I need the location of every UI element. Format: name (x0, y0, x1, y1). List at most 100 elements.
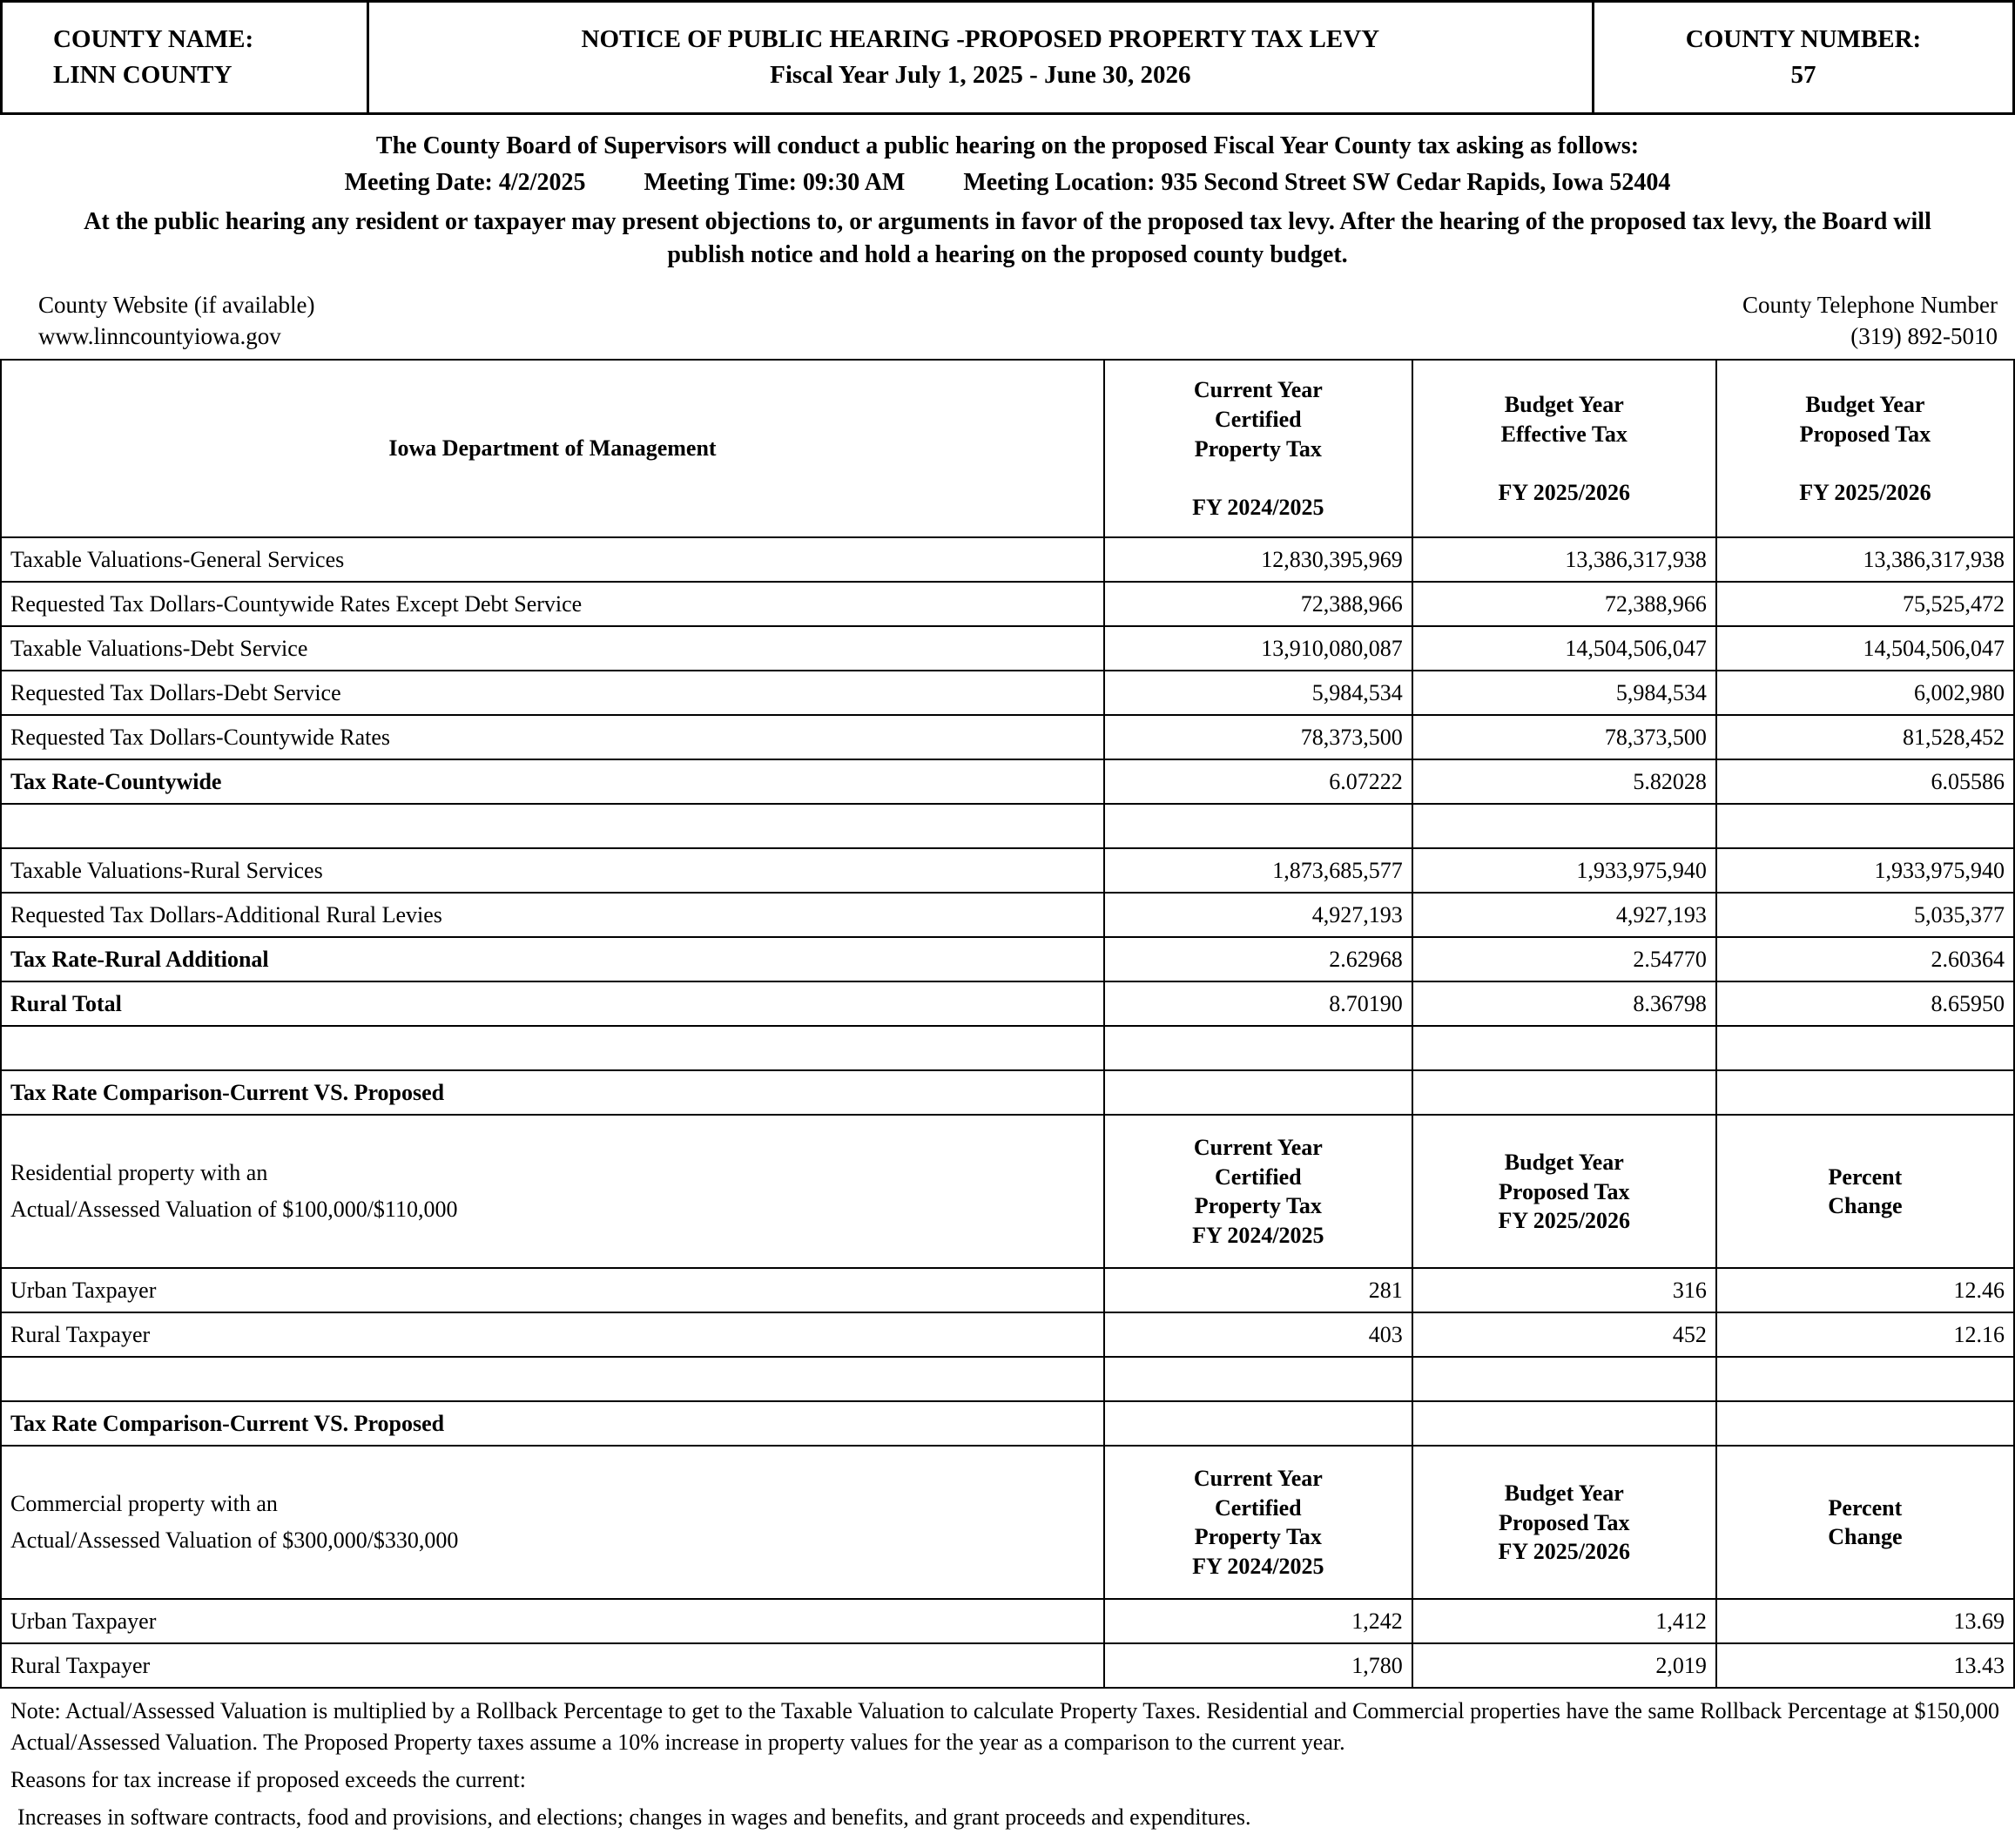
residential-subject: Residential property with an Actual/Asse… (0, 1114, 1105, 1270)
document-subtitle: Fiscal Year July 1, 2025 - June 30, 2026 (770, 61, 1191, 89)
commercial-subheader-row: Commercial property with an Actual/Asses… (0, 1445, 2015, 1601)
table-row: Taxable Valuations-General Services 12,8… (0, 536, 2015, 583)
current-year-value: 8.70190 (1102, 981, 1413, 1028)
table-row: Requested Tax Dollars-Additional Rural L… (0, 892, 2015, 939)
current-year-header: Current Year Certified Property Tax FY 2… (1102, 1445, 1413, 1601)
commercial-subject: Commercial property with an Actual/Asses… (0, 1445, 1105, 1601)
empty-cell (1715, 803, 2015, 850)
table-row: Taxable Valuations-Rural Services 1,873,… (0, 847, 2015, 894)
effective-tax-value: 8.36798 (1411, 981, 1717, 1028)
empty-cell (0, 1356, 1105, 1403)
current-year-value: 5,984,534 (1102, 670, 1413, 717)
empty-cell (1411, 803, 1717, 850)
row-label: Taxable Valuations-Rural Services (0, 847, 1105, 894)
empty-cell (1715, 1400, 2015, 1447)
row-label: Tax Rate-Countywide (0, 759, 1105, 806)
proposed-tax-value: 75,525,472 (1715, 581, 2015, 628)
county-number-label: COUNTY NUMBER: (1685, 25, 1922, 54)
effective-tax-value: 4,927,193 (1411, 892, 1717, 939)
table-row: Rural Total 8.70190 8.36798 8.65950 (0, 981, 2015, 1028)
county-name-cell: COUNTY NAME: LINN COUNTY (0, 0, 369, 115)
current-year-value: 281 (1102, 1267, 1413, 1314)
proposed-tax-value: 452 (1411, 1312, 1717, 1359)
spacer-row (0, 1356, 2015, 1403)
table-row: Urban Taxpayer 1,242 1,412 13.69 (0, 1598, 2015, 1645)
hearing-notice: The County Board of Supervisors will con… (0, 115, 2015, 275)
row-label: Taxable Valuations-General Services (0, 536, 1105, 583)
percent-change-header: Percent Change (1715, 1445, 2015, 1601)
empty-cell (1411, 1069, 1717, 1116)
row-label: Urban Taxpayer (0, 1267, 1105, 1314)
empty-cell (1102, 1025, 1413, 1072)
county-number-value: 57 (1790, 61, 1816, 89)
levy-table-header-row: Iowa Department of Management Current Ye… (0, 359, 2015, 539)
document-header-row: COUNTY NAME: LINN COUNTY NOTICE OF PUBLI… (0, 0, 2015, 115)
row-label: Taxable Valuations-Debt Service (0, 625, 1105, 672)
current-year-value: 12,830,395,969 (1102, 536, 1413, 583)
table-row: Tax Rate-Countywide 6.07222 5.82028 6.05… (0, 759, 2015, 806)
empty-cell (1102, 1356, 1413, 1403)
comparison-section-title: Tax Rate Comparison-Current VS. Proposed (0, 1400, 1105, 1447)
department-header: Iowa Department of Management (0, 359, 1105, 539)
levy-table: Iowa Department of Management Current Ye… (0, 359, 2015, 1690)
current-year-value: 2.62968 (1102, 936, 1413, 983)
empty-cell (1715, 1025, 2015, 1072)
empty-cell (1411, 1400, 1717, 1447)
spacer-row (0, 803, 2015, 850)
current-year-value: 72,388,966 (1102, 581, 1413, 628)
table-row: Rural Taxpayer 403 452 12.16 (0, 1312, 2015, 1359)
effective-tax-value: 13,386,317,938 (1411, 536, 1717, 583)
effective-tax-value: 14,504,506,047 (1411, 625, 1717, 672)
rollback-note: Note: Actual/Assessed Valuation is multi… (10, 1698, 1999, 1755)
empty-cell (1102, 1400, 1413, 1447)
proposed-tax-value: 13,386,317,938 (1715, 536, 2015, 583)
empty-cell (0, 803, 1105, 850)
comparison-section-title: Tax Rate Comparison-Current VS. Proposed (0, 1069, 1105, 1116)
county-name-value: LINN COUNTY (53, 61, 232, 89)
county-number-cell: COUNTY NUMBER: 57 (1592, 0, 2015, 115)
empty-cell (1715, 1069, 2015, 1116)
effective-tax-value: 5.82028 (1411, 759, 1717, 806)
row-label: Rural Total (0, 981, 1105, 1028)
proposed-tax-value: 81,528,452 (1715, 714, 2015, 761)
empty-cell (1102, 1069, 1413, 1116)
meeting-info: Meeting Date: 4/2/2025 Meeting Time: 09:… (12, 169, 2003, 197)
table-row: Tax Rate-Rural Additional 2.62968 2.5477… (0, 936, 2015, 983)
row-label: Requested Tax Dollars-Debt Service (0, 670, 1105, 717)
county-website-label: County Website (if available) (38, 291, 315, 318)
table-row: Requested Tax Dollars-Countywide Rates E… (0, 581, 2015, 628)
table-row: Taxable Valuations-Debt Service 13,910,0… (0, 625, 2015, 672)
percent-change-value: 12.16 (1715, 1312, 2015, 1359)
empty-cell (1715, 1356, 2015, 1403)
proposed-tax-value: 6,002,980 (1715, 670, 2015, 717)
effective-tax-value: 5,984,534 (1411, 670, 1717, 717)
proposed-tax-value: 5,035,377 (1715, 892, 2015, 939)
current-year-value: 1,242 (1102, 1598, 1413, 1645)
county-phone-label: County Telephone Number (1742, 291, 1998, 318)
row-label: Requested Tax Dollars-Countywide Rates E… (0, 581, 1105, 628)
footnotes: Note: Actual/Assessed Valuation is multi… (0, 1689, 2015, 1847)
county-phone-block: County Telephone Number (319) 892-5010 (1742, 289, 1998, 353)
current-year-header: Current Year Certified Property Tax FY 2… (1102, 359, 1413, 539)
county-website-value: www.linncountyiowa.gov (38, 323, 281, 350)
residential-subheader-row: Residential property with an Actual/Asse… (0, 1114, 2015, 1270)
row-label: Rural Taxpayer (0, 1312, 1105, 1359)
current-year-value: 1,780 (1102, 1642, 1413, 1690)
proposed-tax-header: Budget Year Proposed Tax FY 2025/2026 (1411, 1445, 1717, 1601)
county-name-label: COUNTY NAME: (53, 25, 254, 54)
county-website-block: County Website (if available) www.linnco… (38, 289, 315, 353)
proposed-tax-value: 14,504,506,047 (1715, 625, 2015, 672)
empty-cell (1102, 803, 1413, 850)
document-header: COUNTY NAME: LINN COUNTY NOTICE OF PUBLI… (0, 0, 2015, 115)
section-title-row: Tax Rate Comparison-Current VS. Proposed (0, 1069, 2015, 1116)
current-year-value: 78,373,500 (1102, 714, 1413, 761)
reasons-text: Increases in software contracts, food an… (17, 1804, 1251, 1830)
proposed-tax-value: 2.60364 (1715, 936, 2015, 983)
row-label: Requested Tax Dollars-Additional Rural L… (0, 892, 1105, 939)
empty-cell (0, 1025, 1105, 1072)
current-year-value: 1,873,685,577 (1102, 847, 1413, 894)
document-title-cell: NOTICE OF PUBLIC HEARING -PROPOSED PROPE… (366, 0, 1595, 115)
effective-tax-value: 2.54770 (1411, 936, 1717, 983)
table-row: Urban Taxpayer 281 316 12.46 (0, 1267, 2015, 1314)
proposed-tax-header: Budget Year Proposed Tax FY 2025/2026 (1715, 359, 2015, 539)
